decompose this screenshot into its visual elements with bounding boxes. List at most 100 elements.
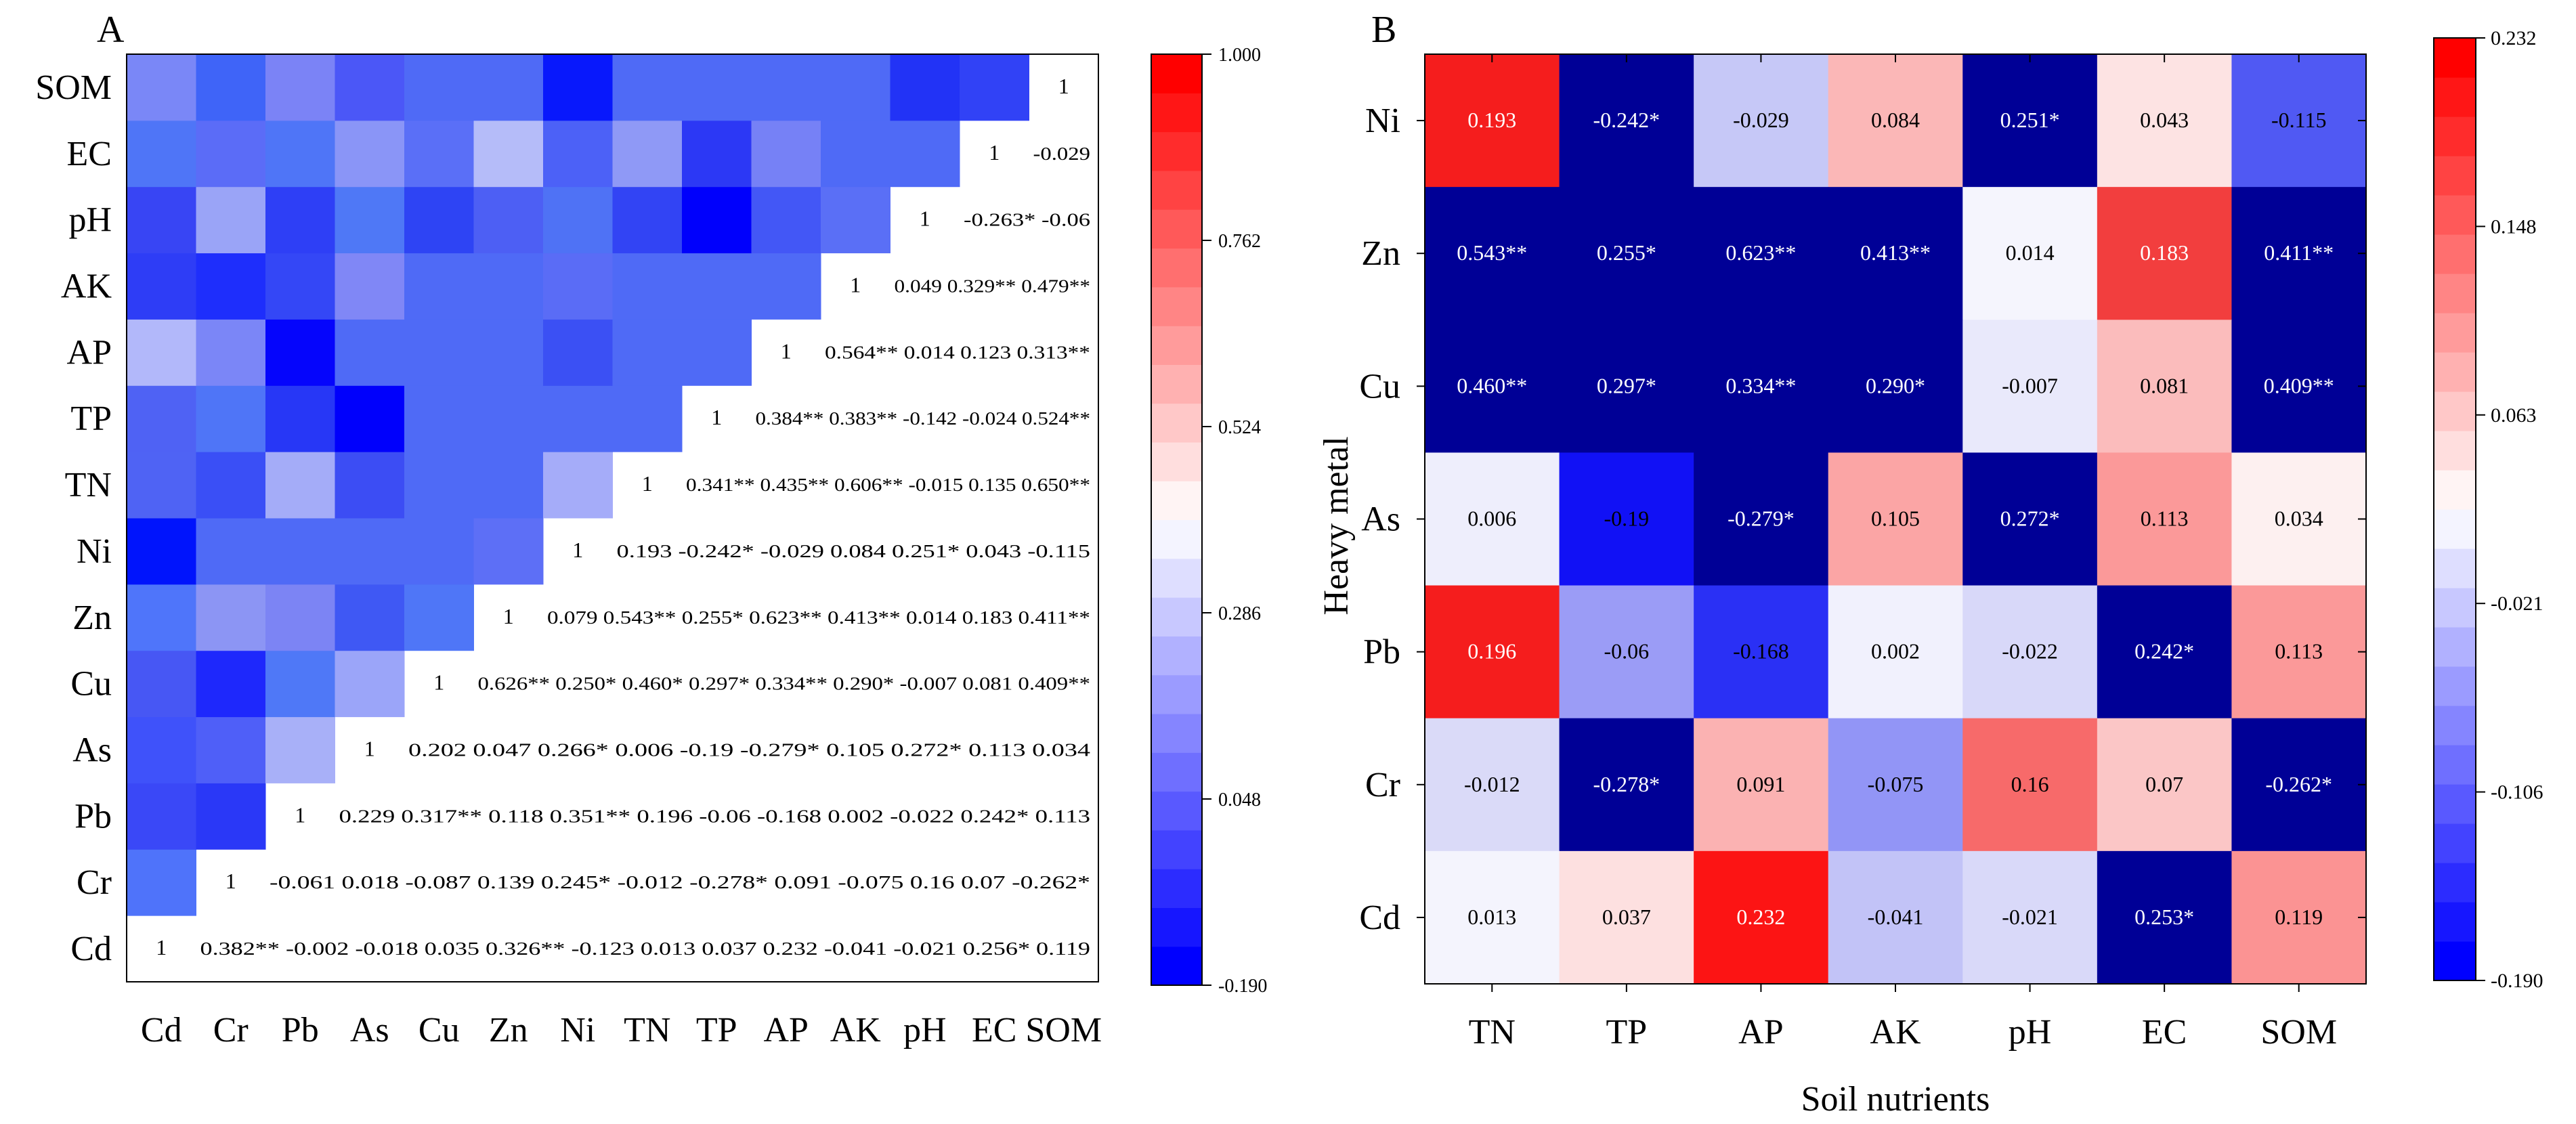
- panel-a-value-row: 0.564** 0.014 0.123 0.313**: [825, 342, 1090, 362]
- panel-a-cell: [196, 186, 266, 254]
- panel-b-colorbar-frame: [2433, 37, 2476, 981]
- panel-a-cell: [404, 253, 474, 320]
- panel-a-col-label: SOM: [1025, 1011, 1102, 1050]
- panel-b-colorbar-swatch: [2434, 509, 2476, 549]
- panel-a-cell: [265, 452, 335, 519]
- panel-a-cell: [196, 584, 266, 651]
- panel-a-row-label: AK: [61, 267, 112, 306]
- panel-a-cell: [196, 452, 266, 519]
- panel-b-y-label: Cd: [1359, 899, 1400, 937]
- panel-a-colorbar-swatch: [1151, 752, 1202, 792]
- panel-a-value-label: 0.606**: [834, 475, 908, 495]
- panel-a-value-label: 0.049: [895, 276, 947, 297]
- panel-a-cell: [335, 385, 405, 452]
- panel-b-cell-label: -0.115: [2271, 108, 2326, 132]
- panel-a-cell: [612, 186, 683, 254]
- panel-b-colorbar-swatch: [2434, 470, 2476, 510]
- panel-b-colorbar-swatch: [2434, 784, 2476, 824]
- panel-a-colorbar-swatch: [1151, 286, 1202, 326]
- panel-a-cell: [335, 650, 405, 718]
- panel-b-y-label: Cr: [1365, 766, 1400, 804]
- panel-a-value-label: -0.007: [900, 674, 963, 694]
- panel-b-cell: [2231, 850, 2367, 985]
- panel-a-value-label: 0.043: [966, 541, 1027, 561]
- panel-a-cell: [473, 120, 544, 188]
- panel-b-colorbar-swatch: [2434, 391, 2476, 431]
- panel-a-cell: [543, 452, 613, 519]
- panel-a-value-label: 0.047: [473, 740, 537, 760]
- panel-b-x-label: AK: [1870, 1013, 1921, 1052]
- panel-a-cell: [543, 120, 613, 188]
- panel-b-label: B: [1371, 9, 1396, 51]
- panel-b-x-label: AP: [1738, 1013, 1783, 1052]
- panel-a-value-label: 0.460*: [622, 674, 689, 694]
- panel-a-row-label: As: [72, 731, 112, 770]
- panel-a-value-row-text: -0.263* -0.06: [964, 210, 1090, 230]
- panel-a-cell: [335, 452, 405, 519]
- panel-a-row-label: SOM: [35, 68, 112, 107]
- panel-a-value-label: 0.105: [826, 740, 890, 760]
- panel-b-cell: [1962, 585, 2098, 719]
- panel-a-value-label: 0.193: [617, 541, 679, 561]
- panel-a-cell: [196, 716, 266, 783]
- panel-b-colorbar-label: -0.021: [2491, 592, 2543, 615]
- panel-a-col-label: AK: [830, 1011, 882, 1050]
- panel-b-cell-label: -0.19: [1604, 506, 1650, 531]
- panel-b-cell: [2097, 585, 2232, 719]
- panel-a-cell: [751, 253, 821, 320]
- panel-a-cell: [265, 716, 335, 783]
- panel-a-value-label: 0.266*: [538, 740, 616, 760]
- panel-b-colorbar-label: -0.190: [2491, 970, 2543, 992]
- panel-a-cell: [265, 650, 335, 718]
- panel-b-x-label: SOM: [2260, 1013, 2337, 1052]
- panel-b-cell: [1694, 54, 1829, 188]
- panel-b-cell: [1425, 320, 1560, 453]
- panel-b-cell: [1828, 187, 1963, 320]
- panel-b-cell: [1962, 850, 2098, 985]
- panel-b-cell: [1962, 718, 2098, 852]
- panel-a-value-label: 0.626**: [478, 674, 556, 694]
- panel-a-value-label: 0.113: [968, 740, 1032, 760]
- panel-a-colorbar-swatch: [1151, 93, 1202, 133]
- panel-a-colorbar-swatch: [1151, 364, 1202, 404]
- panel-a-value-row-text: -0.029: [1033, 144, 1091, 164]
- panel-a-cell: [751, 120, 821, 188]
- panel-a-value-label: -0.018: [355, 938, 424, 959]
- panel-a-diagonal-one: 1: [226, 869, 236, 893]
- panel-a-value-label: 0.256*: [963, 938, 1036, 959]
- panel-a-value-row-text: 0.079 0.543** 0.255* 0.623** 0.413** 0.0…: [547, 607, 1090, 628]
- panel-a-diagonal-one: 1: [156, 935, 167, 959]
- panel-a-value-label: -0.075: [838, 872, 909, 892]
- panel-a-cell: [196, 253, 266, 320]
- panel-a-cell: [543, 253, 613, 320]
- panel-a-value-label: -0.015: [908, 475, 968, 495]
- panel-b-cell: [2097, 718, 2232, 852]
- panel-a-cell: [890, 120, 960, 188]
- panel-b-y-label: As: [1361, 500, 1400, 539]
- panel-a-cell: [960, 54, 1029, 121]
- panel-a-cell: [821, 120, 890, 188]
- panel-b-cell: [1962, 452, 2098, 586]
- panel-a-colorbar-swatch: [1151, 636, 1202, 676]
- panel-a-cell: [404, 584, 474, 651]
- panel-b-cell: [1828, 54, 1963, 188]
- panel-a-value-row: -0.029: [1033, 144, 1091, 164]
- panel-a-cell: [404, 385, 474, 452]
- panel-b-cell: [1694, 718, 1829, 852]
- panel-a-cell: [127, 385, 196, 452]
- panel-b-cell: [1425, 718, 1560, 852]
- panel-a-value-label: 0.139: [477, 872, 541, 892]
- panel-a-value-label: -0.002: [286, 938, 355, 959]
- panel-a-cell: [473, 518, 544, 585]
- panel-b-cell: [1962, 187, 2098, 320]
- panel-b-cell-label: 0.013: [1467, 905, 1516, 929]
- panel-a-value-label: 0.035: [425, 938, 486, 959]
- panel-a-cell: [335, 518, 405, 585]
- panel-a-col-label: EC: [972, 1011, 1016, 1050]
- panel-a-cell: [543, 186, 613, 254]
- panel-b-colorbar-label: -0.106: [2491, 781, 2543, 804]
- panel-a-value-label: -0.242*: [679, 541, 760, 561]
- panel-a-value-row: 0.384** 0.383** -0.142 -0.024 0.524**: [756, 408, 1091, 429]
- panel-a-diagonal-one: 1: [503, 604, 514, 628]
- panel-b-colorbar-swatch: [2434, 902, 2476, 942]
